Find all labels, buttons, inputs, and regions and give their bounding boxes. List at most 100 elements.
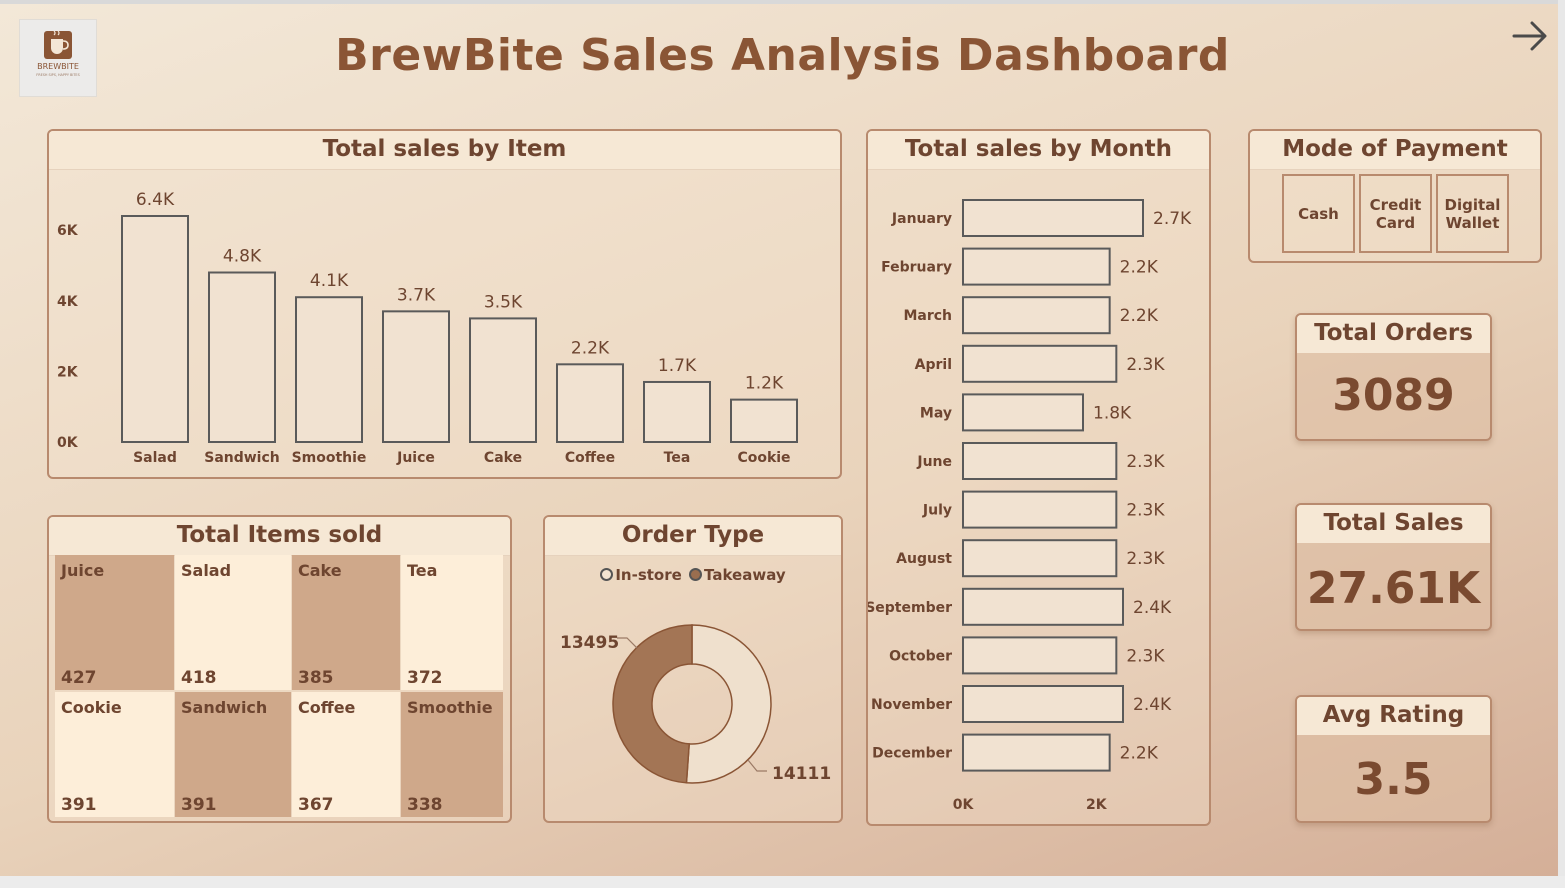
scrollbar-track[interactable] (1558, 0, 1565, 888)
tile-value: 338 (407, 795, 443, 815)
data-label: 2.3K (1126, 646, 1165, 666)
legend-takeaway-label: Takeaway (704, 566, 786, 584)
y-tick-label: July (922, 503, 952, 519)
kpi-avg-rating-label: Avg Rating (1297, 697, 1490, 735)
bar-juice[interactable] (382, 310, 450, 443)
data-label: 4.1K (310, 271, 349, 291)
y-tick-label: April (915, 357, 952, 373)
x-tick-label: Cookie (737, 450, 790, 466)
tile-juice[interactable]: Juice 427 (55, 555, 174, 690)
tile-smoothie[interactable]: Smoothie 338 (401, 692, 503, 817)
payment-credit-card-button[interactable]: Credit Card (1359, 174, 1432, 253)
y-tick-label: 6K (57, 223, 79, 239)
slice-takeaway[interactable] (685, 624, 772, 784)
order-type-panel: Order Type In-store Takeaway 13495 14111 (543, 515, 843, 823)
legend-takeaway-marker (689, 568, 703, 581)
tile-coffee[interactable]: Coffee 367 (292, 692, 400, 817)
bar-may[interactable] (962, 393, 1084, 432)
bar-smoothie[interactable] (295, 296, 363, 443)
tile-value: 372 (407, 668, 443, 688)
payment-cash-button[interactable]: Cash (1282, 174, 1355, 253)
y-tick-label: 4K (57, 294, 79, 310)
payment-panel: Mode of Payment Cash Credit Card Digital… (1248, 129, 1542, 263)
tile-tea[interactable]: Tea 372 (401, 555, 503, 690)
kpi-avg-rating: Avg Rating 3.5 (1295, 695, 1492, 823)
next-page-button[interactable] (1508, 14, 1552, 58)
page-title: BrewBite Sales Analysis Dashboard (335, 30, 1230, 81)
y-tick-label: August (896, 551, 952, 567)
sales-by-item-chart: 0K 2K 4K 6K 6.4K Salad 4.8K Sandwich 4.1K Smoothi… (57, 190, 798, 466)
bar-coffee[interactable] (556, 363, 624, 443)
x-tick-label: Juice (396, 450, 435, 466)
data-label: 2.2K (1120, 306, 1159, 326)
x-tick-label: 0K (953, 797, 975, 813)
tile-cookie[interactable]: Cookie 391 (55, 692, 174, 817)
bar-september[interactable] (962, 587, 1124, 626)
order-type-legend: In-store Takeaway (545, 566, 841, 584)
tile-name: Juice (61, 561, 105, 580)
bar-november[interactable] (962, 685, 1124, 723)
sales-by-month-panel: Total sales by Month January 2.7K February… (866, 129, 1211, 826)
kpi-total-orders-value: 3089 (1332, 370, 1455, 421)
kpi-total-sales: Total Sales 27.61K (1295, 503, 1492, 631)
kpi-total-orders-label: Total Orders (1297, 315, 1490, 353)
y-tick-label: 0K (57, 435, 79, 451)
data-label: 2.3K (1126, 452, 1165, 472)
legend-instore-marker (600, 568, 614, 581)
data-label: 2.3K (1126, 501, 1165, 521)
coffee-cup-icon: BREWBITE FRESH SIPS, HAPPY BITES (36, 30, 80, 77)
brand-logo: BREWBITE FRESH SIPS, HAPPY BITES (19, 19, 97, 97)
tile-value: 385 (298, 668, 334, 688)
bar-march[interactable] (962, 296, 1111, 335)
leader-line (617, 637, 638, 649)
bar-december[interactable] (962, 733, 1111, 772)
bar-august[interactable] (962, 539, 1118, 578)
tile-sandwich[interactable]: Sandwich 391 (175, 692, 291, 817)
payment-digital-wallet-button[interactable]: Digital Wallet (1436, 174, 1509, 253)
tile-cake[interactable]: Cake 385 (292, 555, 400, 690)
tile-value: 367 (298, 795, 334, 815)
tile-name: Cookie (61, 698, 122, 717)
bar-tea[interactable] (643, 380, 711, 443)
bar-cake[interactable] (469, 317, 537, 443)
tile-salad[interactable]: Salad 418 (175, 555, 291, 690)
bar-january[interactable] (962, 199, 1144, 237)
bar-june[interactable] (962, 442, 1118, 480)
bar-october[interactable] (962, 636, 1118, 675)
data-label: 2.7K (1153, 209, 1192, 229)
x-tick-label: 2K (1086, 797, 1108, 813)
sales-by-item-panel: Total sales by Item 0K 2K 4K 6K 6.4K Salad 4.8… (47, 129, 842, 479)
logo-tagline: FRESH SIPS, HAPPY BITES (36, 73, 79, 77)
sales-by-month-title: Total sales by Month (868, 131, 1209, 170)
data-label: 2.3K (1126, 355, 1165, 375)
data-label: 2.4K (1133, 695, 1172, 715)
data-label: 2.2K (571, 338, 610, 358)
order-type-donut: 13495 14111 (560, 624, 831, 784)
data-label: 1.2K (745, 374, 784, 394)
data-label: 3.7K (397, 285, 436, 305)
y-tick-label: December (872, 746, 952, 762)
bar-july[interactable] (962, 490, 1118, 529)
y-tick-label: May (920, 405, 952, 421)
kpi-total-orders: Total Orders 3089 (1295, 313, 1492, 441)
data-label: 2.4K (1133, 598, 1172, 618)
leader-line (747, 759, 767, 772)
legend-instore-label: In-store (615, 566, 682, 584)
tile-value: 391 (61, 795, 97, 815)
y-tick-label: March (903, 308, 952, 324)
bar-cookie[interactable] (730, 398, 798, 443)
payment-title: Mode of Payment (1250, 131, 1540, 170)
items-sold-treemap: Juice 427 Salad 418 Cake 385 Tea 372 Cookie 391 Sa… (49, 517, 510, 821)
logo-text: BREWBITE (37, 62, 79, 71)
bar-sandwich[interactable] (208, 271, 276, 443)
arrow-right-icon (1512, 21, 1547, 51)
sales-by-item-title: Total sales by Item (49, 131, 840, 170)
bar-april[interactable] (962, 344, 1118, 383)
x-tick-label: Tea (664, 450, 691, 466)
data-label: 1.7K (658, 356, 697, 376)
bar-february[interactable] (962, 247, 1111, 286)
data-label: 2.2K (1120, 258, 1159, 278)
data-label: 2.3K (1126, 549, 1165, 569)
slice-in-store[interactable] (612, 624, 693, 784)
bar-salad[interactable] (121, 215, 189, 443)
